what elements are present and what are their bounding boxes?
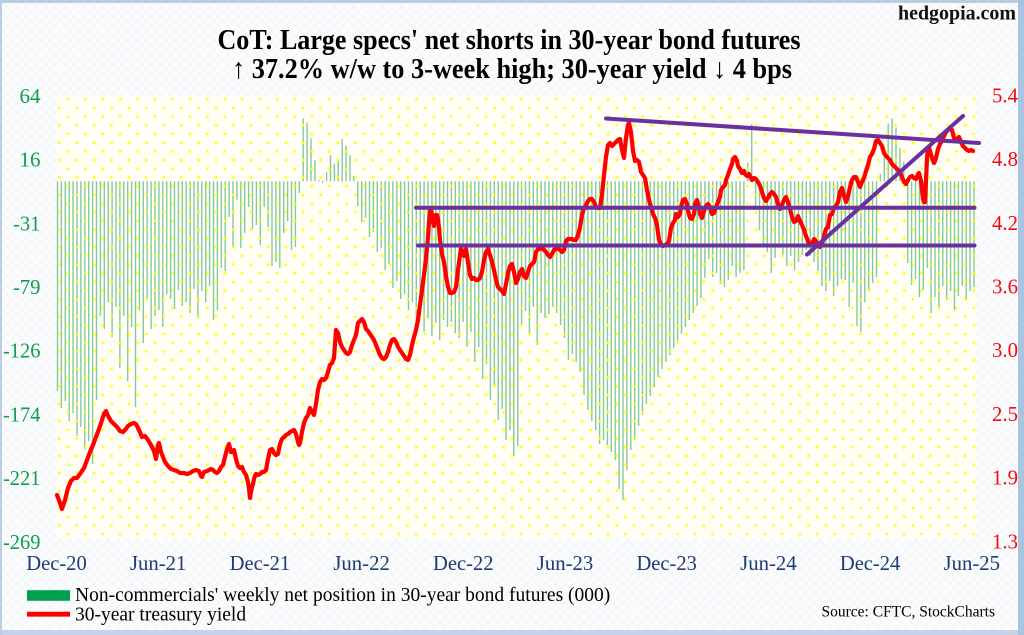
svg-text:Dec-24: Dec-24: [840, 551, 901, 575]
svg-text:Jun-21: Jun-21: [130, 551, 187, 575]
svg-text:-221: -221: [3, 466, 41, 490]
svg-text:↑ 37.2% w/w to 3-week high; 30: ↑ 37.2% w/w to 3-week high; 30-year yiel…: [232, 54, 792, 85]
svg-text:5.4: 5.4: [992, 83, 1018, 107]
svg-text:CoT: Large specs' net shorts i: CoT: Large specs' net shorts in 30-year …: [218, 25, 801, 56]
svg-text:Jun-22: Jun-22: [333, 551, 390, 575]
svg-text:Jun-24: Jun-24: [740, 551, 797, 575]
svg-text:2.5: 2.5: [992, 402, 1018, 426]
svg-text:Dec-21: Dec-21: [230, 551, 291, 575]
svg-text:Dec-20: Dec-20: [26, 551, 87, 575]
svg-text:1.3: 1.3: [992, 529, 1018, 553]
svg-text:Source: CFTC, StockCharts: Source: CFTC, StockCharts: [821, 604, 995, 621]
svg-text:Dec-23: Dec-23: [636, 551, 697, 575]
svg-text:4.2: 4.2: [992, 211, 1018, 235]
svg-text:Jun-25: Jun-25: [944, 551, 1001, 575]
svg-text:-126: -126: [3, 339, 41, 363]
svg-text:3.6: 3.6: [992, 275, 1018, 299]
svg-text:Non-commercials' weekly net po: Non-commercials' weekly net position in …: [75, 585, 610, 606]
svg-text:1.9: 1.9: [992, 466, 1018, 490]
svg-text:16: 16: [20, 148, 41, 172]
svg-text:-31: -31: [13, 211, 41, 235]
svg-text:3.0: 3.0: [992, 338, 1018, 362]
svg-text:-269: -269: [3, 530, 41, 554]
svg-text:Jun-23: Jun-23: [537, 551, 594, 575]
svg-text:30-year treasury yield: 30-year treasury yield: [75, 605, 246, 626]
svg-text:64: 64: [20, 84, 41, 108]
svg-text:-174: -174: [3, 402, 41, 426]
svg-text:hedgopia.com: hedgopia.com: [898, 3, 1016, 25]
svg-text:-79: -79: [13, 275, 41, 299]
svg-text:4.8: 4.8: [992, 147, 1018, 171]
svg-text:Dec-22: Dec-22: [433, 551, 494, 575]
